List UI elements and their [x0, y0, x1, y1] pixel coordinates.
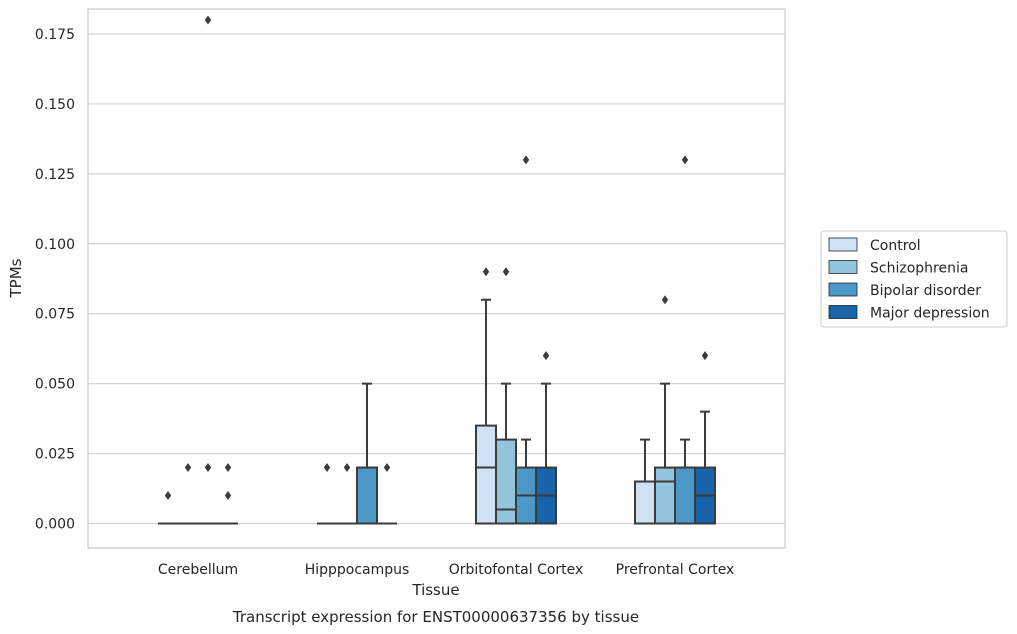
outlier-point — [542, 351, 550, 361]
outlier-point — [701, 351, 709, 361]
box-major-depression — [694, 351, 716, 525]
x-axis-title: Tissue — [411, 581, 459, 599]
outlier-point — [661, 295, 669, 305]
outlier-point — [343, 463, 351, 473]
box-major-depression — [535, 351, 557, 525]
legend-swatch — [828, 282, 858, 297]
x-tick-label: Hipppocampus — [305, 562, 410, 578]
x-tick-label: Cerebellum — [158, 562, 238, 578]
legend-swatch — [828, 260, 858, 274]
legend-swatch — [828, 305, 858, 319]
y-axis-title: TPMs — [7, 258, 25, 298]
box-control — [317, 463, 337, 525]
box-bipolar-disorder — [356, 382, 378, 525]
outlier-point — [204, 463, 212, 473]
box-body — [674, 466, 696, 525]
outlier-point — [681, 155, 689, 165]
x-axis-ticks: Cerebellum Hipppocampus Orbitofontal Corte… — [158, 562, 734, 578]
y-tick-label: 0.075 — [35, 307, 75, 323]
outlier-point — [224, 463, 232, 473]
outlier-point — [164, 491, 172, 501]
box-control — [475, 267, 497, 525]
box-series — [158, 15, 716, 525]
box-body — [634, 480, 656, 525]
legend: Control Schizophrenia Bipolar disorder Majo… — [820, 230, 1008, 328]
box-schizophrenia — [178, 463, 198, 525]
outlier-point — [224, 491, 232, 501]
plot-area — [88, 9, 785, 548]
outlier-point — [323, 463, 331, 473]
outlier-point — [522, 155, 530, 165]
outlier-point — [204, 15, 212, 25]
legend-swatch — [828, 237, 858, 252]
box-control — [634, 438, 656, 525]
legend-label: Schizophrenia — [870, 261, 968, 277]
outlier-point — [502, 267, 510, 277]
outlier-point — [482, 267, 490, 277]
box-schizophrenia — [654, 295, 676, 525]
legend-label: Major depression — [870, 306, 990, 322]
box-schizophrenia — [495, 267, 517, 525]
y-tick-label: 0.000 — [35, 517, 75, 533]
box-bipolar-disorder — [674, 155, 696, 525]
y-tick-label: 0.175 — [35, 27, 75, 43]
legend-label: Control — [870, 238, 921, 254]
box-control — [158, 491, 178, 525]
outlier-point — [184, 463, 192, 473]
y-axis-ticks: 0.000 0.025 0.050 0.075 0.100 0.125 0.150 0.175 — [35, 27, 75, 533]
chart-caption: Transcript expression for ENST0000063735… — [232, 608, 639, 626]
y-tick-label: 0.050 — [35, 377, 75, 393]
legend-label: Bipolar disorder — [870, 283, 981, 299]
y-tick-label: 0.150 — [35, 97, 75, 113]
x-tick-label: Prefrontal Cortex — [616, 562, 735, 578]
box-major-depression — [377, 463, 397, 525]
y-tick-label: 0.025 — [35, 447, 75, 463]
x-tick-label: Orbitofontal Cortex — [449, 562, 584, 578]
box-major-depression — [218, 463, 238, 525]
box-bipolar-disorder — [198, 15, 218, 525]
outlier-point — [383, 463, 391, 473]
box-body — [475, 424, 497, 525]
box-body — [654, 466, 676, 525]
box-schizophrenia — [337, 463, 357, 525]
y-tick-label: 0.125 — [35, 167, 75, 183]
box-body — [356, 466, 378, 525]
plot-frame — [87, 8, 786, 549]
y-tick-label: 0.100 — [35, 237, 75, 253]
box-body — [495, 438, 517, 525]
legend-frame — [820, 230, 1008, 328]
